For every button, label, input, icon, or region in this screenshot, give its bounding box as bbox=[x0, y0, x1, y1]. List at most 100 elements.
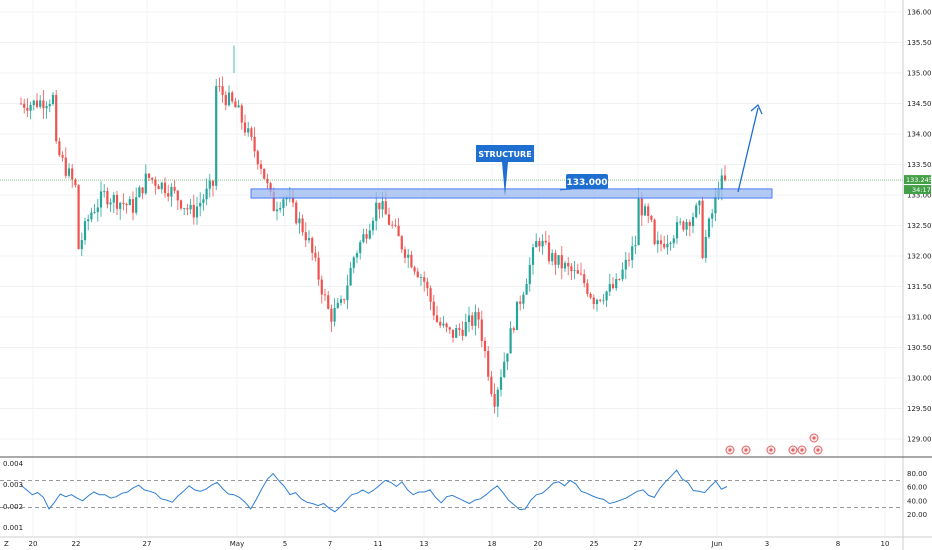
candle-body bbox=[605, 291, 608, 301]
candle-body bbox=[413, 267, 416, 272]
candle-body bbox=[474, 312, 477, 326]
candle-body bbox=[515, 301, 519, 331]
candle-body bbox=[45, 106, 48, 109]
candle-body bbox=[560, 255, 563, 269]
price-tick-label: 130.500 bbox=[907, 344, 932, 352]
candle-body bbox=[112, 194, 115, 203]
candle-body bbox=[618, 279, 621, 280]
candle-body bbox=[426, 281, 429, 289]
candle-body bbox=[519, 301, 522, 304]
price-tick-label: 132.500 bbox=[907, 222, 932, 230]
projection-arrow[interactable] bbox=[737, 103, 763, 193]
candle-body bbox=[243, 122, 247, 133]
candle-body bbox=[640, 198, 643, 216]
candle-body bbox=[195, 206, 199, 218]
candle-body bbox=[80, 240, 83, 250]
grid-lines bbox=[0, 0, 903, 536]
candle-body bbox=[128, 199, 131, 206]
candle-body bbox=[87, 219, 90, 222]
candle-body bbox=[659, 240, 663, 244]
candle-body bbox=[579, 273, 583, 275]
candle-body bbox=[74, 179, 77, 186]
time-tick-label: 13 bbox=[420, 540, 429, 548]
price-tick-label: 133.000 bbox=[907, 192, 932, 200]
candle-body bbox=[183, 208, 186, 209]
price-tick-label: 133.500 bbox=[907, 161, 932, 169]
indicator-left-tick: 0.001 bbox=[3, 524, 23, 532]
candle-body bbox=[96, 207, 99, 213]
candle-body bbox=[167, 193, 170, 197]
candle-body bbox=[522, 294, 525, 304]
candle-body bbox=[387, 214, 391, 225]
candle-body bbox=[477, 312, 480, 320]
current-price-tag: 133.245 34:17 bbox=[904, 175, 932, 195]
candle-body bbox=[451, 329, 455, 338]
event-icon-dot bbox=[812, 436, 816, 440]
candle-body bbox=[35, 100, 39, 107]
candle-body bbox=[509, 328, 512, 354]
candle-body bbox=[311, 238, 314, 253]
price-tick-label: 129.500 bbox=[907, 405, 932, 413]
candle-body bbox=[266, 178, 269, 184]
candle-body bbox=[317, 257, 320, 280]
candle-body bbox=[455, 328, 458, 338]
candle-body bbox=[279, 207, 282, 210]
candle-body bbox=[99, 191, 103, 208]
candle-body bbox=[103, 191, 106, 192]
price-tick-label: 134.500 bbox=[907, 100, 932, 108]
indicator-line[interactable] bbox=[20, 469, 728, 513]
indicator-right-tick: 80.00 bbox=[907, 470, 927, 478]
indicator-series[interactable] bbox=[20, 469, 728, 513]
candle-body bbox=[375, 202, 378, 221]
structure-callout[interactable]: STRUCTURE bbox=[476, 145, 534, 196]
structure-callout-shape[interactable] bbox=[476, 145, 534, 196]
price-candles[interactable] bbox=[19, 45, 727, 418]
candle-body bbox=[535, 241, 538, 248]
candle-body bbox=[282, 199, 285, 208]
time-tick-label: 22 bbox=[72, 540, 81, 548]
candle-body bbox=[624, 259, 627, 270]
candle-body bbox=[189, 204, 192, 210]
candle-body bbox=[368, 230, 371, 239]
candle-body bbox=[695, 205, 698, 218]
candle-body bbox=[679, 221, 682, 223]
candle-body bbox=[410, 254, 413, 268]
candle-body bbox=[704, 236, 707, 258]
candle-body bbox=[666, 243, 669, 248]
projection-arrow-line[interactable] bbox=[737, 107, 759, 193]
candle-body bbox=[461, 329, 464, 336]
candle-body bbox=[64, 157, 67, 176]
price-tick-label: 131.500 bbox=[907, 283, 932, 291]
candle-body bbox=[343, 299, 346, 301]
candle-body bbox=[186, 208, 189, 210]
candle-body bbox=[631, 246, 634, 261]
candle-body bbox=[93, 212, 96, 213]
candle-body bbox=[55, 94, 58, 142]
candle-body bbox=[119, 202, 122, 209]
price-axis[interactable]: 136.000 135.500 135.000 134.500 134.000 133.5… bbox=[907, 9, 932, 444]
candle-body bbox=[327, 295, 330, 309]
candle-body bbox=[592, 297, 595, 305]
candle-body bbox=[707, 218, 711, 237]
price-tick-label: 136.000 bbox=[907, 9, 932, 17]
candle-body bbox=[650, 215, 653, 220]
countdown-value: 34:17 bbox=[912, 186, 931, 194]
time-axis[interactable]: 20 22 27 May 5 7 11 13 18 20 25 27 Jun 3 8 10 bbox=[29, 540, 890, 548]
candle-body bbox=[397, 225, 400, 237]
candle-body bbox=[570, 266, 573, 272]
candle-body bbox=[381, 201, 384, 210]
structure-zone-rect[interactable] bbox=[250, 188, 773, 199]
candle-body bbox=[538, 241, 541, 247]
candle-body bbox=[647, 206, 650, 216]
structure-zone[interactable]: 133.000 bbox=[250, 174, 773, 199]
price-tick-label: 135.500 bbox=[907, 39, 932, 47]
candle-body bbox=[106, 191, 109, 205]
candle-body bbox=[125, 203, 128, 206]
zone-label-box[interactable] bbox=[566, 174, 608, 189]
event-markers[interactable] bbox=[725, 433, 823, 455]
candle-body bbox=[615, 279, 618, 289]
candle-body bbox=[675, 222, 679, 239]
time-tick-label: 20 bbox=[29, 540, 38, 548]
price-tick-label: 131.000 bbox=[907, 314, 932, 322]
